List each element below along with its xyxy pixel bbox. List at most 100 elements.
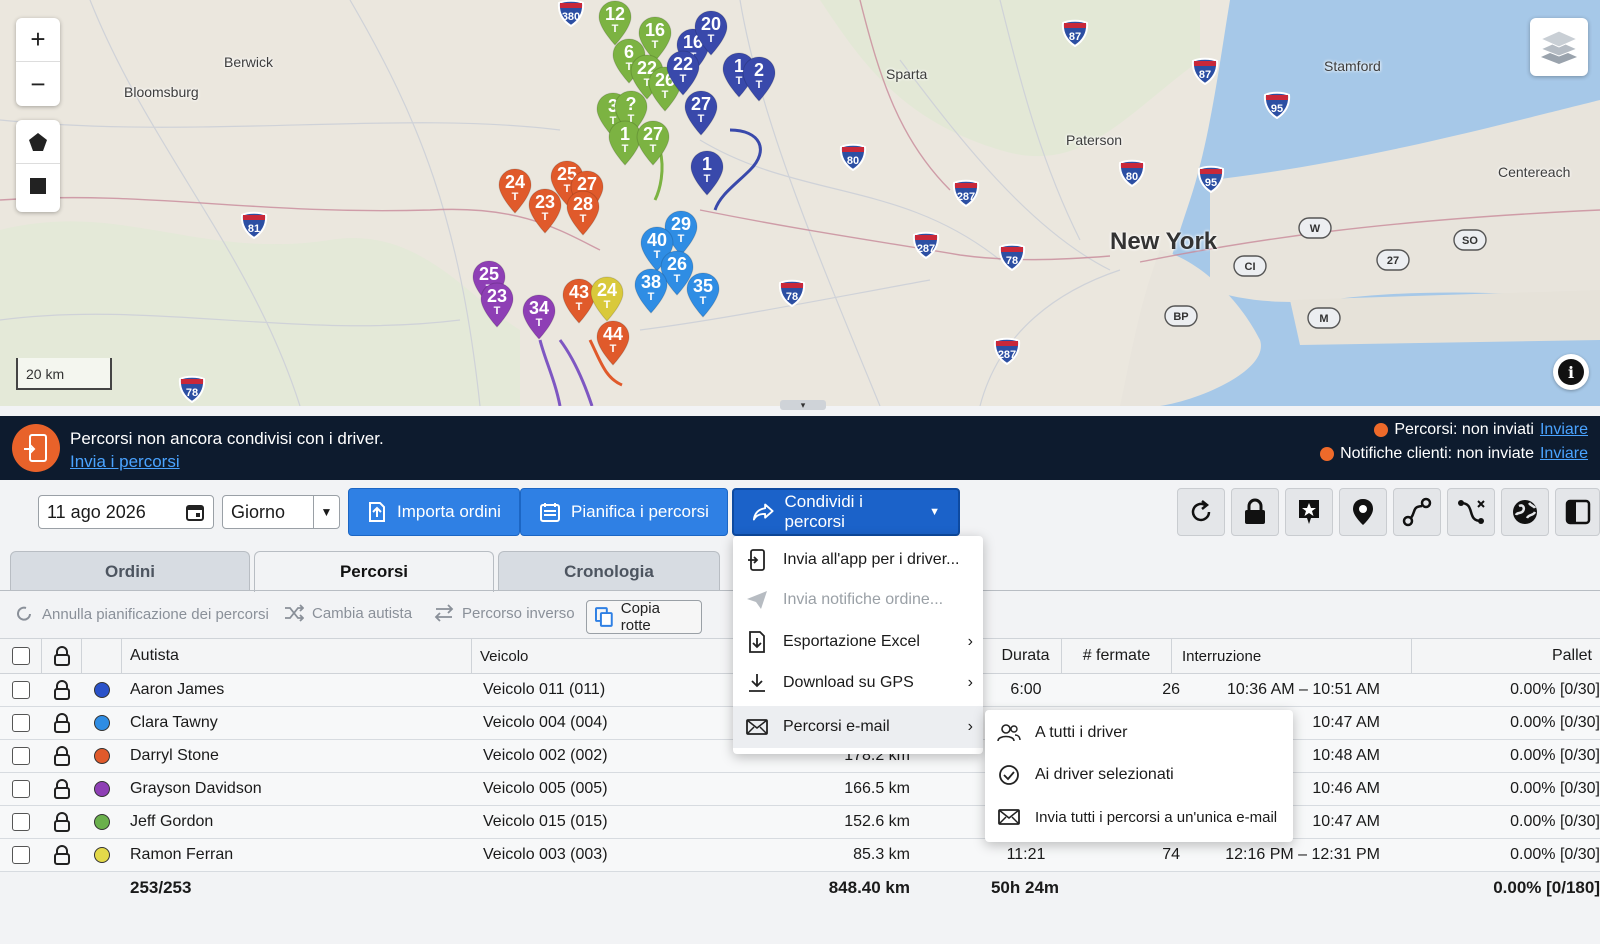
- period-select[interactable]: Giorno ▼: [222, 495, 340, 529]
- route-row[interactable]: Jeff Gordon Veicolo 015 (015) 152.6 km 1…: [0, 806, 1600, 839]
- row-checkbox[interactable]: [12, 780, 30, 798]
- globe-button[interactable]: [1501, 488, 1549, 536]
- zoom-out-button[interactable]: −: [30, 68, 46, 99]
- row-checkbox[interactable]: [12, 813, 30, 831]
- submenu-item-selected-drivers[interactable]: Ai driver selezionati: [985, 754, 1293, 796]
- route-stop-pin[interactable]: 20 T: [694, 10, 728, 56]
- route-stop-pin[interactable]: 44 T: [596, 320, 630, 366]
- favorites-button[interactable]: [1285, 488, 1333, 536]
- send-notifications-status-link[interactable]: Inviare: [1539, 445, 1588, 462]
- submenu-item-single-email[interactable]: Invia tutti i percorsi a un'unica e-mail: [985, 796, 1293, 838]
- draw-polygon-button[interactable]: [16, 120, 60, 164]
- row-checkbox[interactable]: [12, 747, 30, 765]
- map-info-button[interactable]: i: [1553, 354, 1589, 390]
- column-break[interactable]: Interruzione: [1172, 639, 1412, 673]
- plan-routes-button[interactable]: Pianifica i percorsi: [520, 488, 728, 536]
- svg-text:78: 78: [1006, 255, 1018, 267]
- row-checkbox[interactable]: [12, 846, 30, 864]
- route-stop-pin[interactable]: 28 T: [566, 190, 600, 236]
- driver-name: Clara Tawny: [130, 714, 218, 731]
- route-stop-pin[interactable]: 22 T: [666, 50, 700, 96]
- lock-open-icon[interactable]: [53, 746, 71, 766]
- route-stop-pin[interactable]: 35 T: [686, 272, 720, 318]
- menu-item-email-routes[interactable]: Percorsi e-mail ›: [733, 706, 983, 748]
- route-stops: 26: [1162, 681, 1180, 698]
- locations-button[interactable]: [1339, 488, 1387, 536]
- menu-item-send-notifications[interactable]: Invia notifiche ordine...: [733, 580, 983, 620]
- lock-open-icon[interactable]: [53, 713, 71, 733]
- route-stop-pin[interactable]: 12 T: [598, 0, 632, 46]
- lock-open-icon[interactable]: [53, 680, 71, 700]
- menu-item-gps-download[interactable]: Download su GPS ›: [733, 663, 983, 703]
- route-stop-pin[interactable]: 34 T: [522, 294, 556, 340]
- select-all-checkbox[interactable]: [11, 647, 30, 665]
- zoom-in-button[interactable]: +: [16, 18, 60, 62]
- route-stop-pin[interactable]: 26 T: [660, 250, 694, 296]
- panel-resize-handle[interactable]: ▾: [780, 400, 826, 410]
- draw-rectangle-button[interactable]: [16, 164, 60, 208]
- row-checkbox[interactable]: [12, 681, 30, 699]
- send-routes-status-link[interactable]: Inviare: [1539, 421, 1588, 438]
- tab-orders[interactable]: Ordini: [10, 551, 250, 591]
- copy-routes-label: Copia rotte: [620, 600, 660, 634]
- date-picker[interactable]: 11 ago 2026: [38, 495, 214, 529]
- route-lines-button[interactable]: [1447, 488, 1495, 536]
- map-layers-button[interactable]: [1530, 18, 1588, 76]
- route-stop-pin[interactable]: 43 T: [562, 278, 596, 324]
- column-vehicle[interactable]: Veicolo: [480, 647, 529, 665]
- send-routes-link[interactable]: Invia i percorsi: [70, 452, 180, 471]
- svg-text:M: M: [1319, 313, 1328, 325]
- column-stops[interactable]: # fermate: [1062, 639, 1172, 673]
- route-map[interactable]: Berwick Bloomsburg Sparta Paterson Stamf…: [0, 0, 1600, 406]
- change-driver-action[interactable]: Cambia autista: [284, 604, 412, 622]
- route-stop-pin[interactable]: 24 T: [590, 276, 624, 322]
- route-row[interactable]: Ramon Ferran Veicolo 003 (003) 85.3 km 1…: [0, 839, 1600, 872]
- pin-sub: T: [697, 113, 705, 125]
- route-stop-pin[interactable]: 23 T: [528, 188, 562, 234]
- route-row[interactable]: Grayson Davidson Veicolo 005 (005) 166.5…: [0, 773, 1600, 806]
- column-pallet[interactable]: Pallet: [1551, 647, 1592, 664]
- lock-open-icon[interactable]: [53, 812, 71, 832]
- tab-history[interactable]: Cronologia: [498, 551, 720, 591]
- reverse-route-action[interactable]: Percorso inverso: [434, 604, 575, 622]
- pin-number: 16: [682, 32, 704, 52]
- lock-open-icon[interactable]: [53, 779, 71, 799]
- submenu-item-all-drivers[interactable]: A tutti i driver: [985, 712, 1293, 754]
- share-routes-button[interactable]: Condividi i percorsi ▼: [732, 488, 960, 536]
- menu-item-excel-export[interactable]: Esportazione Excel ›: [733, 622, 983, 662]
- menu-item-send-app[interactable]: Invia all'app per i driver...: [733, 540, 983, 580]
- lock-button[interactable]: [1231, 488, 1279, 536]
- row-checkbox[interactable]: [12, 714, 30, 732]
- highway-shield: 78: [998, 243, 1026, 272]
- route-pallet: 0.00% [0/30]: [1510, 681, 1600, 698]
- import-orders-button[interactable]: Importa ordini: [348, 488, 520, 536]
- upload-file-icon: [369, 502, 385, 522]
- column-driver[interactable]: Autista: [122, 639, 472, 673]
- pin-sub: T: [651, 39, 659, 51]
- cancel-planning-action[interactable]: Annulla pianificazione dei percorsi: [14, 604, 269, 624]
- route-stop-pin[interactable]: 29 T: [664, 210, 698, 256]
- tab-routes[interactable]: Percorsi: [254, 551, 494, 592]
- route-stop-pin[interactable]: 24 T: [498, 168, 532, 214]
- panel-icon: [1565, 499, 1590, 525]
- svg-text:380: 380: [562, 11, 580, 23]
- column-duration[interactable]: Durata: [990, 639, 1062, 673]
- refresh-button[interactable]: [1177, 488, 1225, 536]
- route-view-button[interactable]: [1393, 488, 1441, 536]
- highway-shield: 27: [1376, 249, 1410, 271]
- route-stop-pin[interactable]: 38 T: [634, 268, 668, 314]
- copy-routes-button[interactable]: Copia rotte: [586, 600, 702, 634]
- pin-number: 24: [504, 172, 526, 192]
- lock-open-icon[interactable]: [53, 845, 71, 865]
- chevron-right-icon: ›: [967, 674, 973, 691]
- calendar-icon[interactable]: [185, 502, 205, 522]
- svg-text:287: 287: [917, 243, 935, 255]
- route-stop-pin[interactable]: 23 T: [480, 282, 514, 328]
- sidebar-toggle-button[interactable]: [1555, 488, 1600, 536]
